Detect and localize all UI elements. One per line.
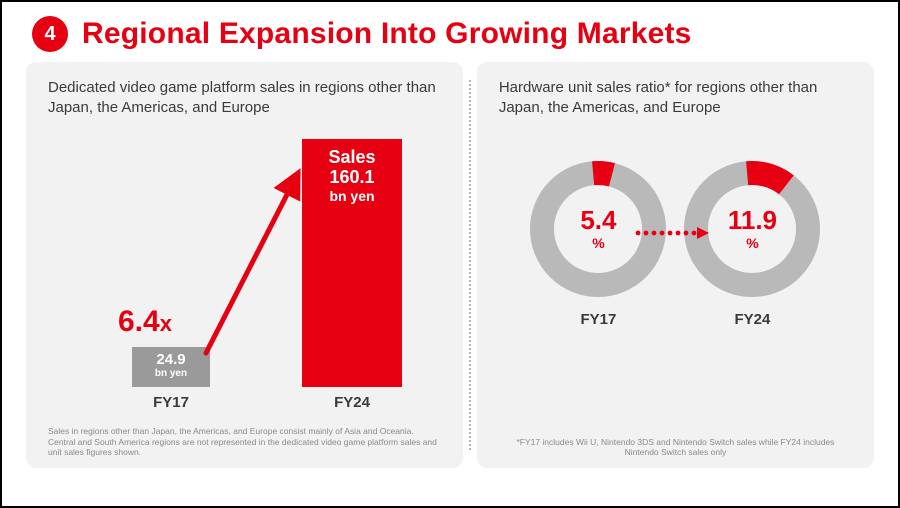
right-subtitle: Hardware unit sales ratio* for regions o… xyxy=(499,78,852,119)
donut-fy17: 5.4 % xyxy=(530,161,666,297)
growth-arrow-icon xyxy=(48,125,448,415)
donut-fy17-center: 5.4 % xyxy=(530,161,666,297)
donut-fy17-wrap: 5.4 % FY17 xyxy=(530,161,666,328)
left-panel: Dedicated video game platform sales in r… xyxy=(26,62,463,468)
percent-sign: % xyxy=(746,235,758,251)
section-number-badge: 4 xyxy=(32,16,68,52)
donut-fy24: 11.9 % xyxy=(684,161,820,297)
donut-fy17-label: FY17 xyxy=(530,311,666,328)
donut-fy24-wrap: 11.9 % FY24 xyxy=(684,161,820,328)
donut-fy24-value: 11.9 xyxy=(728,207,777,233)
donut-fy24-label: FY24 xyxy=(684,311,820,328)
right-footnote: *FY17 includes Wii U, Nintendo 3DS and N… xyxy=(499,437,852,458)
bar-chart: 24.9bn yen FY17 Sales160.1bn yen FY24 6.… xyxy=(48,125,441,415)
panel-divider xyxy=(469,80,471,450)
donut-fy17-value: 5.4 xyxy=(580,207,616,233)
page-title: Regional Expansion Into Growing Markets xyxy=(82,17,692,51)
right-panel: Hardware unit sales ratio* for regions o… xyxy=(477,62,874,468)
percent-sign: % xyxy=(592,235,604,251)
left-footnote: Sales in regions other than Japan, the A… xyxy=(48,426,441,458)
left-subtitle: Dedicated video game platform sales in r… xyxy=(48,78,441,119)
donut-pair: 5.4 % FY17 11.9 % FY24 xyxy=(499,161,852,328)
header: 4 Regional Expansion Into Growing Market… xyxy=(2,2,898,62)
donut-fy24-center: 11.9 % xyxy=(684,161,820,297)
panels-row: Dedicated video game platform sales in r… xyxy=(2,62,898,482)
section-number: 4 xyxy=(44,23,55,46)
